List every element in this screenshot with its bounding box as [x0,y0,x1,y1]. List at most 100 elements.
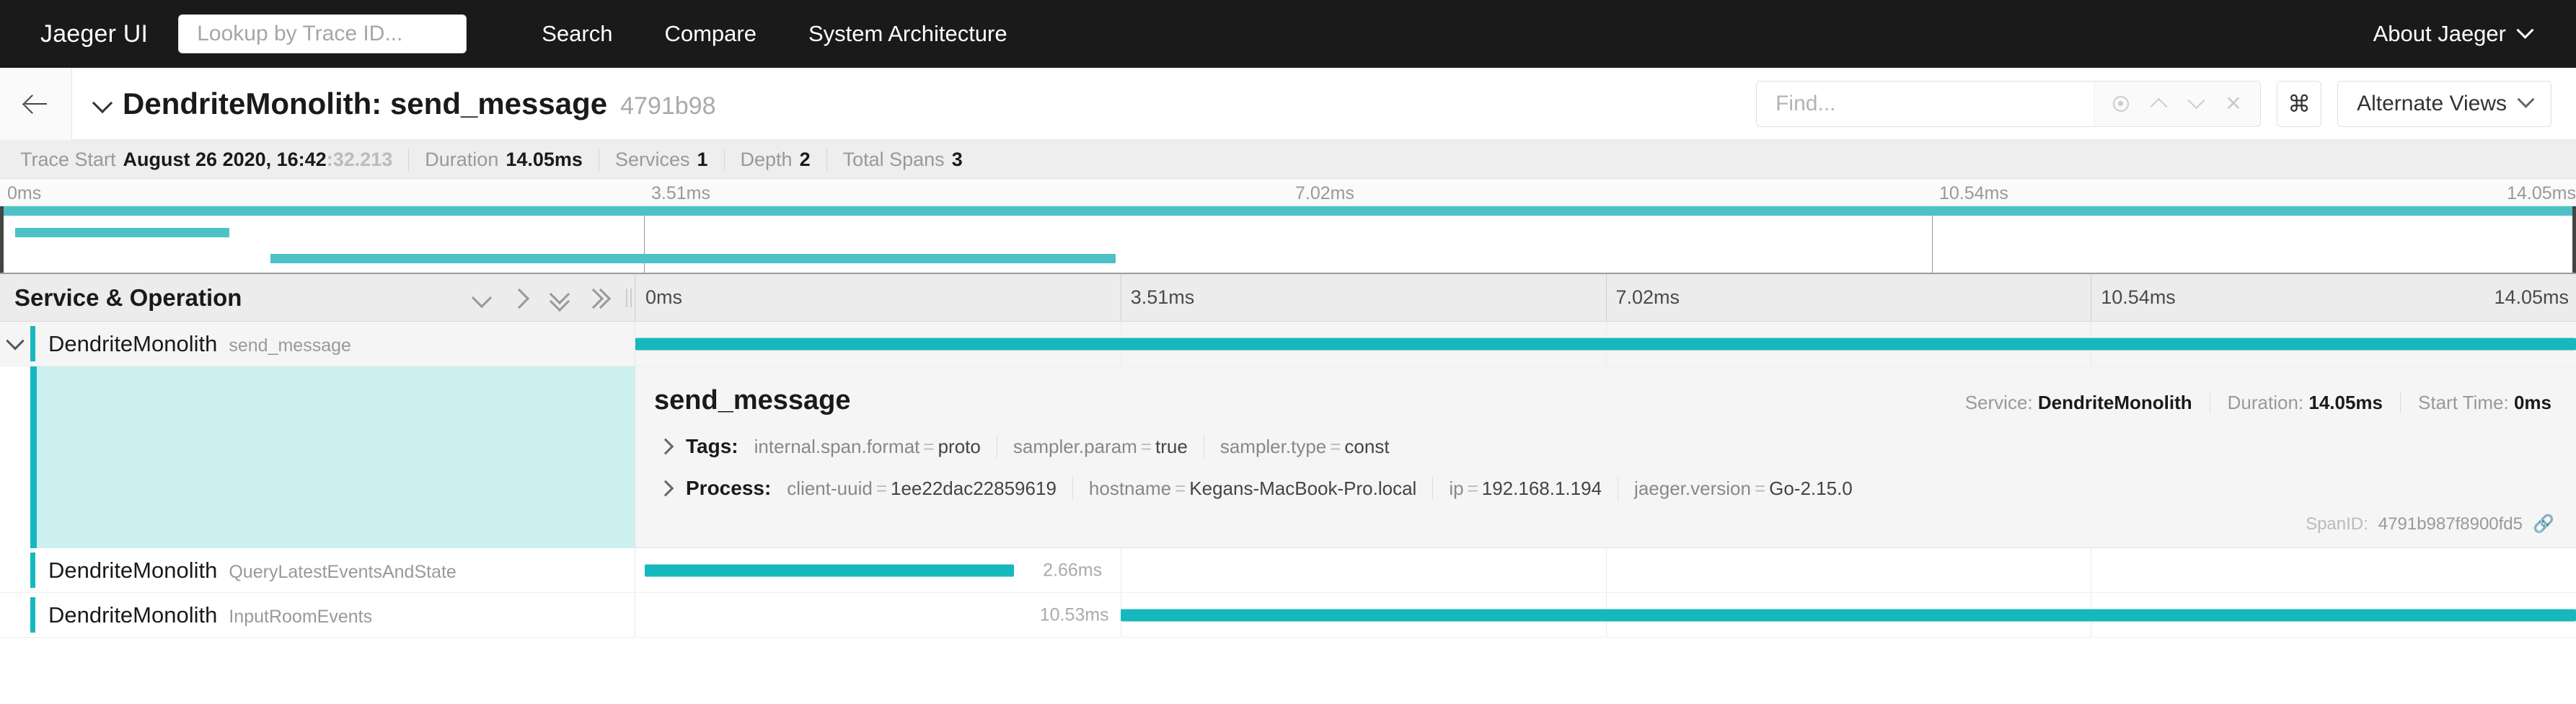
column-resize-handle[interactable] [626,288,632,307]
trace-header: DendriteMonolith: send_message 4791b98 ✕… [0,67,2576,140]
meta-services: Services 1 [599,147,725,171]
chevron-up-icon [2150,97,2168,115]
expand-one-icon[interactable] [472,288,492,308]
close-icon: ✕ [2225,92,2242,115]
minimap-tick-2: 7.02ms [1295,183,1354,203]
span-label: DendriteMonolith InputRoomEvents [35,602,372,628]
trace-minimap[interactable]: 0ms 3.51ms 7.02ms 10.54ms 14.05ms [0,179,2576,274]
minimap-gridline [644,206,645,273]
meta-value-text: August 26 2020, 16:42 [123,148,327,170]
clear-search-button[interactable]: ✕ [2217,87,2250,120]
span-detail-panel: send_message Service: DendriteMonolith D… [0,366,2576,548]
detail-gutter-spacer [0,366,30,548]
span-duration-bar[interactable] [635,338,2576,350]
focus-matches-button[interactable] [2104,87,2138,120]
brand-logo-jaeger-ui[interactable]: Jaeger UI [40,19,149,48]
tags-list: internal.span.format = proto sampler.param… [754,435,1406,458]
process-list: client-uuid = 1ee22dac22859619 hostname = Ke… [787,477,1868,500]
meta-trace-start: Trace Start August 26 2020, 16:42:32.213 [4,147,410,171]
process-row[interactable]: Process: client-uuid = 1ee22dac22859619 ho… [654,477,2551,500]
link-icon[interactable]: 🔗 [2533,514,2554,534]
span-label: DendriteMonolith send_message [35,331,351,357]
minimap-drag-handle-right[interactable] [2572,206,2576,273]
span-service-name: DendriteMonolith [48,602,218,628]
meta-label: Depth [740,148,793,170]
tag-key: sampler.type [1219,436,1327,457]
meta-depth: Depth 2 [725,147,827,171]
trace-short-id: 4791b98 [620,92,716,120]
alternate-views-dropdown[interactable]: Alternate Views [2337,80,2551,127]
chevron-down-icon [2516,21,2534,39]
find-actions: ✕ [2094,81,2261,126]
process-value: 1ee22dac22859619 [891,478,1057,499]
nav-link-compare[interactable]: Compare [664,21,757,46]
minimap-body[interactable] [0,206,2576,273]
meta-duration: Duration 14.05ms [409,147,599,171]
about-jaeger-menu[interactable]: About Jaeger [2373,21,2534,47]
top-navigation-bar: Jaeger UI Search Compare System Architec… [0,0,2576,68]
table-row[interactable]: DendriteMonolith send_message [0,322,2576,366]
nav-link-search[interactable]: Search [542,21,613,46]
tag-item: sampler.type = const [1204,435,1406,458]
span-row-left[interactable]: DendriteMonolith QueryLatestEventsAndSta… [0,548,635,592]
span-row-left[interactable]: DendriteMonolith send_message [0,322,635,366]
span-row-left[interactable]: DendriteMonolith InputRoomEvents [0,593,635,637]
label: Service: [1964,392,2033,413]
chevron-down-icon[interactable] [92,92,113,113]
chevron-right-icon[interactable] [657,480,674,497]
trace-id-lookup-input[interactable] [178,14,467,53]
tag-value: true [1155,436,1188,457]
find-input[interactable] [1757,81,2094,126]
timeline-tick-header: 0ms 3.51ms 7.02ms 10.54ms 14.05ms [635,274,2576,321]
equals-sign: = [1754,478,1766,499]
tag-value: proto [938,436,981,457]
minimap-tick-1: 3.51ms [651,183,710,203]
expand-all-icon[interactable] [550,288,570,308]
span-duration-bar[interactable] [1120,609,2576,621]
span-duration-label: 2.66ms [1043,560,1103,580]
tag-key: internal.span.format [754,436,920,457]
process-value: 192.168.1.194 [1481,478,1602,499]
process-item: jaeger.version = Go-2.15.0 [1618,477,1869,500]
find-box: ✕ [1756,80,2262,127]
span-row-timeline[interactable]: 2.66ms [635,548,2576,592]
next-match-button[interactable] [2179,87,2213,120]
timeline-header-row: Service & Operation 0ms 3.51ms 7.02ms 10… [0,274,2576,322]
span-duration-bar[interactable] [645,564,1014,576]
process-heading: Process: [686,477,772,499]
trace-title-group: DendriteMonolith: send_message 4791b98 [72,87,716,121]
tags-row[interactable]: Tags: internal.span.format = proto sampler… [654,435,2551,458]
meta-label: Trace Start [20,148,116,170]
service-color-bar [30,597,35,633]
span-detail-content: send_message Service: DendriteMonolith D… [635,366,2576,548]
chevron-right-icon[interactable] [657,438,674,455]
minimap-tick-0: 0ms [7,183,42,203]
equals-sign: = [875,478,887,499]
meta-total-spans: Total Spans 3 [827,148,979,171]
span-row-timeline[interactable]: 10.53ms [635,593,2576,637]
minimap-span-bar [15,228,229,237]
keyboard-shortcuts-button[interactable]: ⌘ [2277,80,2322,127]
service-operation-column-header: Service & Operation [0,274,635,321]
target-icon [2113,95,2130,112]
span-detail-gutter [0,366,635,548]
table-row[interactable]: DendriteMonolith InputRoomEvents 10.53ms [0,593,2576,638]
span-expand-toggle[interactable] [0,331,30,351]
span-row-timeline[interactable] [635,322,2576,366]
minimap-drag-handle-left[interactable] [0,206,4,273]
process-value: Go-2.15.0 [1769,478,1853,499]
back-button[interactable] [0,67,72,140]
prev-match-button[interactable] [2142,87,2175,120]
collapse-one-icon[interactable] [511,288,531,308]
span-detail-duration: Duration: 14.05ms [2210,392,2401,413]
nav-link-system-architecture[interactable]: System Architecture [808,21,1007,46]
collapse-all-icon[interactable] [588,288,609,308]
value: 14.05ms [2308,392,2383,413]
meta-value: 14.05ms [506,148,583,170]
process-value: Kegans-MacBook-Pro.local [1189,478,1417,499]
meta-value-dim: :32.213 [326,148,393,170]
span-id-label: SpanID: [2306,514,2368,534]
service-color-bar [30,326,35,361]
timeline-tick-4: 14.05ms [2494,286,2569,308]
table-row[interactable]: DendriteMonolith QueryLatestEventsAndSta… [0,548,2576,593]
